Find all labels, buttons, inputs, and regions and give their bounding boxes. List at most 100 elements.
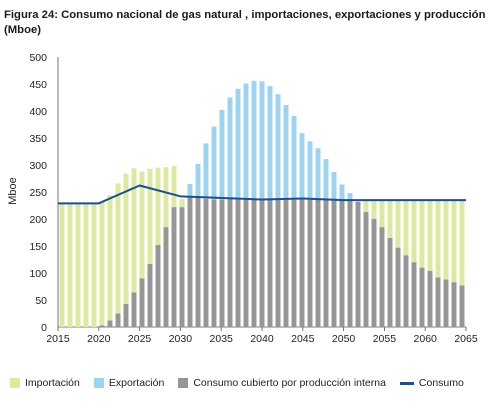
bar-importacion-2063 bbox=[443, 200, 449, 280]
bar-produccion-2027 bbox=[155, 244, 161, 327]
y-tick-label: 100 bbox=[29, 268, 47, 280]
bar-importacion-2029 bbox=[171, 166, 177, 208]
bar-produccion-2055 bbox=[379, 227, 385, 327]
x-tick-label: 2055 bbox=[373, 333, 397, 345]
legend-item-consumo: Consumo bbox=[399, 377, 464, 389]
bar-importacion-2015 bbox=[59, 203, 65, 327]
x-tick-label: 2045 bbox=[291, 333, 315, 345]
bar-produccion-2035 bbox=[219, 199, 225, 327]
y-tick-label: 500 bbox=[29, 52, 47, 64]
bar-produccion-2030 bbox=[179, 207, 185, 327]
bar-produccion-2028 bbox=[163, 227, 169, 327]
bar-produccion-2042 bbox=[275, 199, 281, 327]
y-axis: 0 50 100 150 200 250 300 350 400 450 500 bbox=[29, 52, 59, 334]
bar-importacion-2025 bbox=[139, 171, 145, 279]
x-axis: 2015 2020 2025 2030 2035 2040 2045 2050 2055 2060… bbox=[46, 326, 478, 345]
bar-exportacion-2044 bbox=[291, 115, 297, 200]
bar-exportacion-2033 bbox=[203, 143, 209, 200]
bar-exportacion-2041 bbox=[267, 86, 273, 200]
consumo-line bbox=[58, 184, 466, 205]
bars bbox=[59, 80, 465, 327]
legend-swatch-exportacion bbox=[93, 378, 104, 388]
y-tick-label: 250 bbox=[29, 187, 47, 199]
bar-produccion-2054 bbox=[371, 219, 377, 327]
bar-importacion-2024 bbox=[131, 168, 137, 293]
bar-exportacion-2045 bbox=[299, 133, 305, 200]
bar-produccion-2031 bbox=[187, 197, 193, 327]
bar-exportacion-2036 bbox=[227, 97, 233, 200]
bar-importacion-2053 bbox=[363, 200, 369, 212]
legend-label-exportacion: Exportación bbox=[108, 377, 165, 389]
bar-produccion-2063 bbox=[443, 279, 449, 327]
bar-produccion-2058 bbox=[403, 255, 409, 327]
bar-importacion-2026 bbox=[147, 168, 153, 264]
bar-importacion-2060 bbox=[419, 200, 425, 268]
bar-produccion-2039 bbox=[251, 199, 257, 327]
bar-produccion-2057 bbox=[395, 247, 401, 327]
bar-produccion-2059 bbox=[411, 262, 417, 327]
bar-exportacion-2043 bbox=[283, 105, 289, 200]
legend-label-consumo: Consumo bbox=[418, 377, 464, 389]
bar-produccion-2050 bbox=[339, 199, 345, 327]
y-axis-label: Mboe bbox=[7, 177, 19, 205]
bar-produccion-2062 bbox=[435, 277, 441, 327]
chart-title: Figura 24: Consumo nacional de gas natur… bbox=[4, 9, 486, 36]
bar-produccion-2060 bbox=[419, 267, 425, 327]
bar-importacion-2065 bbox=[459, 200, 465, 286]
x-tick-label: 2015 bbox=[46, 333, 70, 345]
legend: Importación Exportación Consumo cubierto… bbox=[4, 374, 499, 392]
bar-exportacion-2031 bbox=[187, 183, 193, 198]
bar-produccion-2032 bbox=[195, 197, 201, 327]
legend-item-importacion: Importación bbox=[10, 377, 80, 389]
y-tick-label: 150 bbox=[29, 241, 47, 253]
bar-produccion-2061 bbox=[427, 270, 433, 327]
bar-exportacion-2037 bbox=[235, 88, 241, 200]
y-tick-label: 300 bbox=[29, 160, 47, 172]
bar-exportacion-2049 bbox=[331, 172, 337, 200]
bar-exportacion-2047 bbox=[315, 148, 321, 200]
x-tick-label: 2060 bbox=[414, 333, 438, 345]
bar-produccion-2053 bbox=[363, 211, 369, 327]
bar-exportacion-2048 bbox=[323, 159, 329, 200]
y-tick-label: 350 bbox=[29, 133, 47, 145]
bar-produccion-2034 bbox=[211, 199, 217, 327]
bar-exportacion-2032 bbox=[195, 163, 201, 198]
bar-exportacion-2046 bbox=[307, 141, 313, 200]
legend-label-importacion: Importación bbox=[25, 377, 80, 389]
bar-produccion-2022 bbox=[115, 313, 121, 327]
y-tick-label: 400 bbox=[29, 106, 47, 118]
bar-produccion-2051 bbox=[347, 199, 353, 327]
bar-importacion-2028 bbox=[163, 167, 169, 228]
bar-produccion-2047 bbox=[315, 199, 321, 327]
bar-produccion-2037 bbox=[235, 199, 241, 327]
bar-produccion-2021 bbox=[107, 320, 113, 327]
bar-importacion-2017 bbox=[75, 203, 81, 327]
bar-produccion-2033 bbox=[203, 199, 209, 327]
x-tick-label: 2025 bbox=[128, 333, 152, 345]
legend-swatch-consumo bbox=[399, 381, 414, 385]
y-tick-label: 200 bbox=[29, 214, 47, 226]
bar-importacion-2020 bbox=[99, 201, 105, 326]
bar-importacion-2056 bbox=[387, 200, 393, 238]
bar-produccion-2046 bbox=[307, 199, 313, 327]
bar-produccion-2044 bbox=[291, 199, 297, 327]
bar-importacion-2016 bbox=[67, 203, 73, 327]
bar-exportacion-2038 bbox=[243, 83, 249, 200]
bar-produccion-2024 bbox=[131, 292, 137, 327]
bar-importacion-2018 bbox=[83, 203, 89, 327]
y-tick-label: 450 bbox=[29, 79, 47, 91]
bar-importacion-2027 bbox=[155, 167, 161, 245]
bar-importacion-2064 bbox=[451, 200, 457, 283]
bar-produccion-2056 bbox=[387, 237, 393, 327]
bar-importacion-2022 bbox=[115, 183, 121, 314]
legend-label-produccion-interna: Consumo cubierto por producción interna bbox=[193, 377, 386, 389]
bar-produccion-2038 bbox=[243, 199, 249, 327]
bar-exportacion-2040 bbox=[259, 81, 265, 200]
bar-importacion-2054 bbox=[371, 201, 377, 219]
x-tick-label: 2035 bbox=[210, 333, 234, 345]
bar-produccion-2048 bbox=[323, 199, 329, 327]
bar-importacion-2055 bbox=[379, 200, 385, 228]
x-tick-label: 2020 bbox=[87, 333, 111, 345]
bar-produccion-2043 bbox=[283, 199, 289, 327]
bar-produccion-2026 bbox=[147, 263, 153, 327]
